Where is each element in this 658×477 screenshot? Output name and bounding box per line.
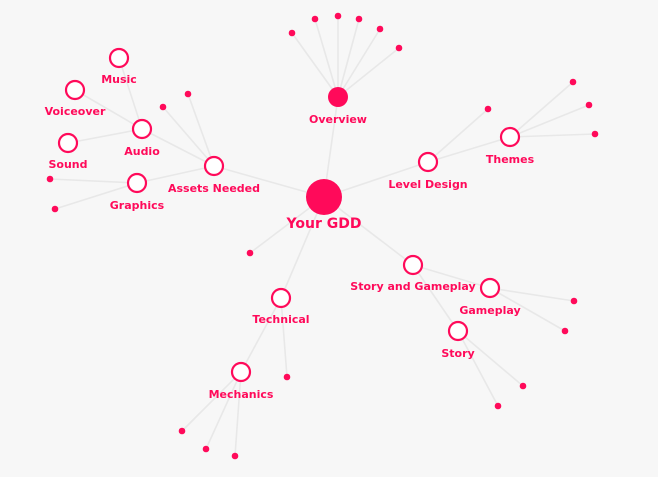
label-level-design[interactable]: Level Design (388, 178, 467, 191)
edge-mechanics-to-leaf-me-3 (234, 371, 242, 457)
edge-assets-needed-to-graphics (136, 165, 215, 184)
edge-overview-to-leaf-ov-4 (337, 18, 360, 98)
label-music[interactable]: Music (101, 73, 137, 86)
edge-overview-to-leaf-ov-6 (337, 47, 400, 98)
leaf-dot-ld-1[interactable] (484, 105, 492, 113)
leaf-dot-ov-5[interactable] (376, 25, 384, 33)
node-story-and-gameplay[interactable] (402, 254, 424, 276)
edge-themes-to-leaf-th-1 (509, 81, 574, 138)
edge-assets-needed-to-leaf-an-2 (187, 93, 215, 167)
edge-level-design-to-leaf-ld-1 (427, 108, 489, 163)
label-assets-needed[interactable]: Assets Needed (168, 182, 260, 195)
edge-graphics-to-leaf-gr-2 (54, 182, 138, 210)
label-graphics[interactable]: Graphics (110, 199, 165, 212)
label-story[interactable]: Story (441, 347, 474, 360)
label-story-and-gameplay[interactable]: Story and Gameplay (350, 280, 475, 293)
label-root[interactable]: Your GDD (286, 216, 362, 232)
leaf-dot-gp-2[interactable] (561, 327, 569, 335)
edge-overview-to-leaf-ov-2 (314, 18, 339, 98)
edge-technical-to-mechanics (240, 297, 282, 373)
leaf-dot-st-2[interactable] (494, 402, 502, 410)
label-sound[interactable]: Sound (48, 158, 87, 171)
label-voiceover[interactable]: Voiceover (45, 105, 106, 118)
edge-story-and-gameplay-to-story (412, 264, 459, 332)
leaf-dot-an-2[interactable] (184, 90, 192, 98)
edge-technical-to-leaf-te-1 (280, 297, 288, 378)
leaf-dot-me-3[interactable] (231, 452, 239, 460)
edge-audio-to-music (118, 57, 143, 130)
node-level-design[interactable] (417, 151, 439, 173)
edge-level-design-to-themes (427, 136, 511, 163)
node-root[interactable] (306, 179, 342, 215)
node-story[interactable] (447, 320, 469, 342)
node-mechanics[interactable] (230, 361, 252, 383)
edge-assets-needed-to-leaf-an-1 (162, 106, 215, 167)
leaf-dot-gr-2[interactable] (51, 205, 59, 213)
leaf-dot-th-2[interactable] (585, 101, 593, 109)
leaf-dot-th-3[interactable] (591, 130, 599, 138)
edge-themes-to-leaf-th-2 (509, 104, 590, 138)
label-technical[interactable]: Technical (252, 313, 309, 326)
edge-mechanics-to-leaf-me-1 (181, 371, 242, 432)
edge-overview-to-leaf-ov-1 (291, 32, 339, 98)
node-gameplay[interactable] (479, 277, 501, 299)
edge-mechanics-to-leaf-me-2 (205, 371, 242, 450)
edge-gameplay-to-leaf-gp-1 (489, 287, 575, 302)
edge-root-to-technical (280, 196, 325, 299)
leaf-dot-ov-1[interactable] (288, 29, 296, 37)
edge-story-to-leaf-st-1 (457, 330, 524, 387)
edge-root-to-level-design (323, 161, 429, 198)
edge-graphics-to-leaf-gr-1 (49, 178, 138, 184)
nodes-layer (46, 12, 599, 460)
leaf-dot-gr-1[interactable] (46, 175, 54, 183)
leaf-dot-root-1[interactable] (246, 249, 254, 257)
edge-root-to-assets-needed (213, 165, 325, 198)
edge-audio-to-voiceover (74, 89, 143, 130)
leaf-dot-an-1[interactable] (159, 103, 167, 111)
node-assets-needed[interactable] (203, 155, 225, 177)
leaf-dot-ov-4[interactable] (355, 15, 363, 23)
leaf-dot-th-1[interactable] (569, 78, 577, 86)
leaf-dot-ov-3[interactable] (334, 12, 342, 20)
label-audio[interactable]: Audio (124, 145, 160, 158)
edge-story-to-leaf-st-2 (457, 330, 499, 407)
leaf-dot-gp-1[interactable] (570, 297, 578, 305)
node-graphics[interactable] (126, 172, 148, 194)
label-mechanics[interactable]: Mechanics (209, 388, 274, 401)
edge-story-and-gameplay-to-gameplay (412, 264, 491, 289)
edge-root-to-story-and-gameplay (323, 196, 414, 266)
leaf-dot-me-1[interactable] (178, 427, 186, 435)
node-technical[interactable] (270, 287, 292, 309)
edge-assets-needed-to-audio (141, 128, 215, 167)
node-overview[interactable] (328, 87, 348, 107)
edge-themes-to-leaf-th-3 (509, 133, 596, 138)
leaf-dot-te-1[interactable] (283, 373, 291, 381)
label-overview[interactable]: Overview (309, 113, 367, 126)
edge-audio-to-sound (67, 128, 143, 144)
leaf-dot-ov-6[interactable] (395, 44, 403, 52)
label-themes[interactable]: Themes (486, 153, 535, 166)
node-sound[interactable] (57, 132, 79, 154)
node-audio[interactable] (131, 118, 153, 140)
node-music[interactable] (108, 47, 130, 69)
leaf-dot-st-1[interactable] (519, 382, 527, 390)
leaf-dot-me-2[interactable] (202, 445, 210, 453)
node-voiceover[interactable] (64, 79, 86, 101)
leaf-dot-ov-2[interactable] (311, 15, 319, 23)
node-themes[interactable] (499, 126, 521, 148)
label-gameplay[interactable]: Gameplay (459, 304, 520, 317)
edge-overview-to-leaf-ov-5 (337, 28, 381, 98)
edge-gameplay-to-leaf-gp-2 (489, 287, 566, 332)
labels-layer: Your GDD Overview Level Design Themes Assets… (45, 73, 535, 401)
